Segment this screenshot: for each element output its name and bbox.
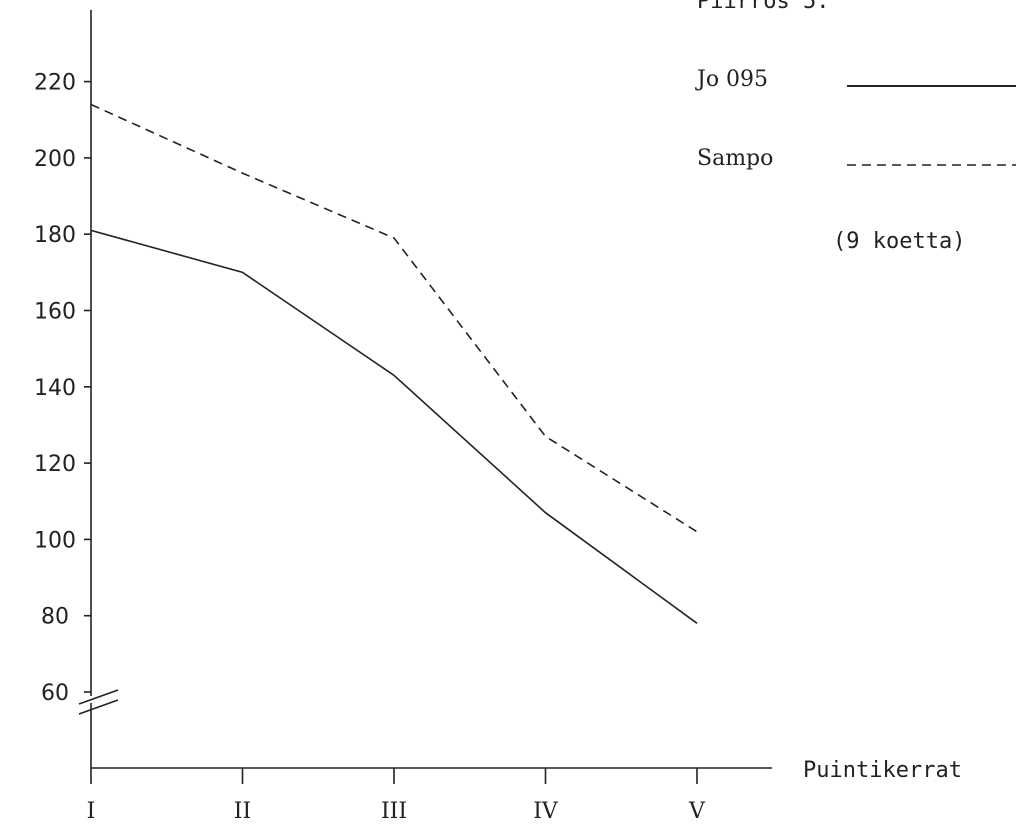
legend-label-jo095: Jo 095 (695, 67, 768, 92)
note-label: (9 koetta) (833, 229, 965, 254)
series-line-jo095 (90, 229, 698, 624)
x-tick-label: II (234, 799, 251, 824)
y-tick-label: 120 (34, 452, 76, 477)
y-tick-label: 180 (34, 223, 76, 248)
x-tick-label: I (87, 799, 96, 824)
series-line-sampo (90, 103, 698, 533)
x-tick-label: V (688, 799, 706, 824)
x-tick-label: III (381, 799, 407, 824)
y-axis (78, 10, 119, 768)
y-tick-label: 140 (34, 376, 76, 401)
legend-label-sampo: Sampo (697, 146, 773, 171)
y-tick-label: 80 (41, 605, 69, 630)
axis-break-mark-1 (78, 689, 119, 705)
legend: Jo 095 Sampo (695, 67, 1016, 171)
x-tick-label: IV (533, 799, 559, 824)
x-axis-title: Puintikerrat (803, 758, 962, 783)
series-group (90, 103, 698, 624)
y-tick-label: 220 (34, 71, 76, 96)
y-tick-label: 100 (34, 528, 76, 553)
y-tick-label: 200 (34, 147, 76, 172)
axis-break-mark-2 (78, 699, 119, 715)
y-tick-label: 160 (34, 300, 76, 325)
figure-label: Piirros 5. (697, 0, 829, 14)
x-axis: Puintikerrat (91, 758, 962, 783)
y-tick-label: 60 (41, 681, 69, 706)
